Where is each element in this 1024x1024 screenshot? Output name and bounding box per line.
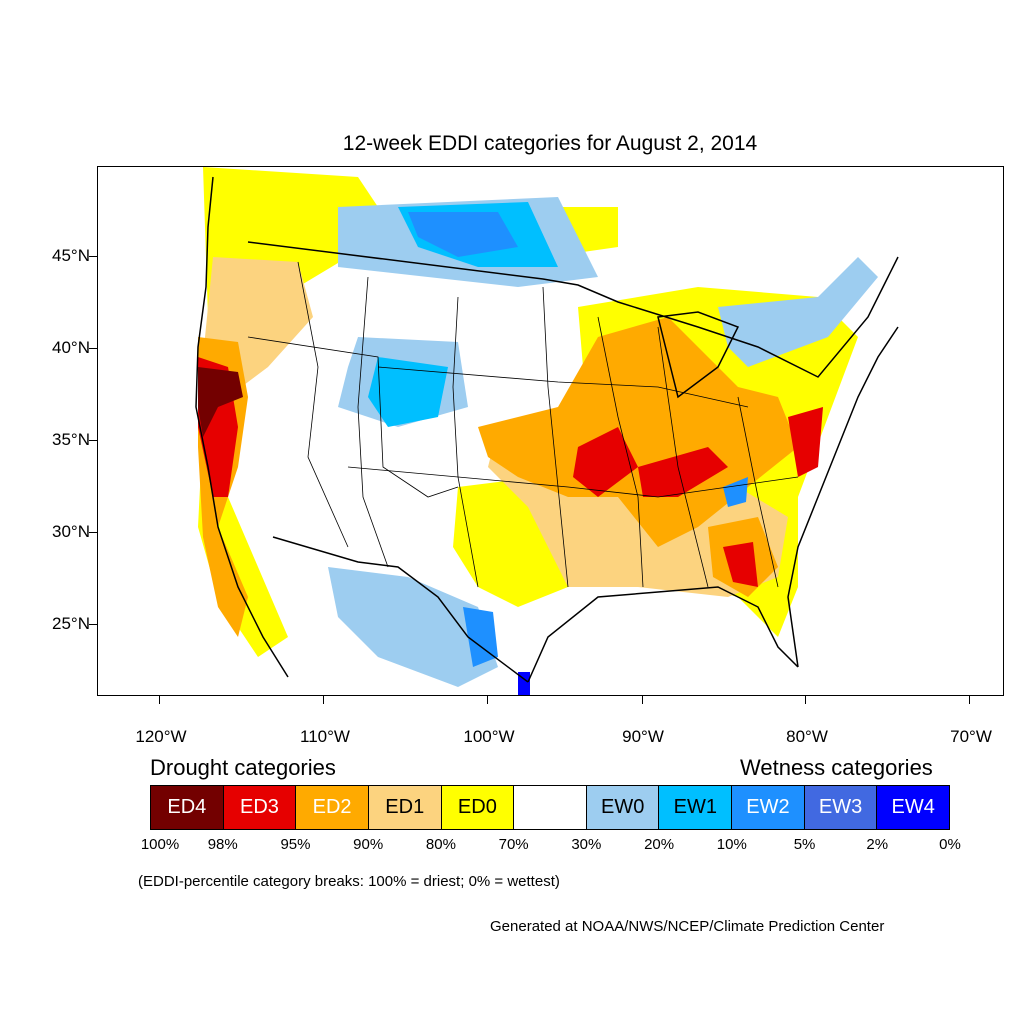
lon-tick-70 [969, 696, 970, 704]
legend-box-neutral [514, 786, 587, 829]
us-mexico-border [272, 536, 529, 683]
us-canada-border [247, 241, 899, 378]
state-line-7 [377, 366, 749, 408]
legend-percentile-6: 30% [571, 836, 602, 853]
boundary-lines [195, 176, 899, 683]
lon-label-120: 120°W [135, 727, 187, 746]
region-ew0-mexico [328, 567, 498, 687]
legend-label-ed4: ED4 [167, 796, 207, 818]
legend-box-ed1: ED1 [368, 786, 442, 829]
legend-box-ew1: EW1 [659, 786, 733, 829]
legend-percentile-5: 70% [498, 836, 529, 853]
legend-label-ew2: EW2 [746, 796, 790, 818]
category-breaks-note: (EDDI-percentile category breaks: 100% =… [138, 873, 560, 890]
legend-percentile-7: 20% [644, 836, 675, 853]
legend-label-ed2: ED2 [312, 796, 352, 818]
lon-tick-110 [323, 696, 324, 704]
lat-tick-25 [89, 624, 97, 625]
legend-label-ew1: EW1 [673, 796, 717, 818]
state-line-5 [542, 286, 569, 588]
lat-label-40: 40°N [52, 338, 90, 357]
wetness-categories-heading: Wetness categories [740, 755, 933, 780]
great-lakes [657, 311, 740, 399]
lon-label-90: 90°W [622, 727, 664, 746]
legend-percentile-2: 95% [280, 836, 311, 853]
state-line-4 [452, 296, 479, 588]
lon-tick-100 [487, 696, 488, 704]
region-ed3-ozark [573, 427, 638, 497]
region-ed3-virginia [788, 407, 823, 477]
map-title: 12-week EDDI categories for August 2, 20… [342, 132, 758, 155]
legend-percentile-4: 80% [425, 836, 456, 853]
lat-tick-45 [89, 256, 97, 257]
legend-box-ew0: EW0 [586, 786, 660, 829]
lon-label-110: 110°W [300, 727, 350, 746]
coastline-gulf-atlantic [527, 326, 899, 683]
legend-percentile-11: 0% [939, 836, 961, 853]
state-lines [247, 261, 799, 588]
state-line-6 [597, 316, 644, 588]
region-ew1-colorado [368, 357, 448, 427]
legend-percentile-8: 10% [716, 836, 747, 853]
legend-box-ed4: ED4 [151, 786, 224, 829]
legend-bar: ED4 ED3 ED2 ED1 ED0 EW0 EW1 EW2 EW3 EW4 [150, 785, 950, 830]
state-line-10 [737, 396, 779, 588]
legend-box-ew3: EW3 [804, 786, 878, 829]
lat-label-25: 25°N [52, 614, 90, 633]
legend-label-ew0: EW0 [600, 796, 645, 818]
legend-box-ew2: EW2 [732, 786, 805, 829]
legend-percentile-0: 100% [140, 836, 180, 853]
region-ed3-kentucky [638, 447, 728, 497]
legend-percentile-9: 5% [793, 836, 816, 853]
legend-percentile-3: 90% [353, 836, 384, 853]
region-ew2-carolina [723, 477, 748, 507]
legend-percentile-1: 98% [207, 836, 238, 853]
state-line-9 [657, 326, 709, 588]
lon-label-100: 100°W [463, 727, 515, 746]
legend-box-ew4: EW4 [877, 786, 950, 829]
region-ew2-north [408, 212, 518, 257]
lat-tick-40 [89, 348, 97, 349]
credit-line: Generated at NOAA/NWS/NCEP/Climate Predi… [490, 918, 885, 935]
legend-percentile-10: 2% [866, 836, 889, 853]
category-regions [198, 167, 878, 695]
legend-label-ed1: ED1 [385, 796, 425, 818]
lat-label-35: 35°N [52, 430, 90, 449]
lat-tick-35 [89, 440, 97, 441]
lat-label-45: 45°N [52, 246, 90, 265]
state-line-2 [297, 261, 349, 548]
lon-label-80: 80°W [786, 727, 828, 746]
state-line-3 [357, 276, 389, 568]
lon-label-70: 70°W [950, 727, 992, 746]
region-ed4-california [198, 367, 243, 437]
region-ew0-greatlakes [718, 257, 878, 367]
drought-categories-heading: Drought categories [150, 755, 336, 780]
lat-label-30: 30°N [52, 522, 90, 541]
legend-label-ew3: EW3 [818, 796, 863, 818]
lat-tick-30 [89, 532, 97, 533]
lon-tick-80 [805, 696, 806, 704]
legend-label-ed3: ED3 [240, 796, 279, 818]
state-line-8 [347, 466, 799, 498]
region-ed3-georgia [723, 542, 758, 587]
legend-label-ed0: ED0 [457, 796, 497, 818]
state-line-1 [247, 336, 459, 498]
legend-box-ed0: ED0 [441, 786, 515, 829]
eddi-map [97, 166, 1004, 696]
coastline-west [195, 176, 289, 678]
eddi-map-graphic [195, 167, 899, 695]
legend-label-ew4: EW4 [891, 796, 935, 818]
lon-tick-90 [642, 696, 643, 704]
lon-tick-120 [159, 696, 160, 704]
legend-box-ed2: ED2 [296, 786, 369, 829]
legend-box-ed3: ED3 [223, 786, 297, 829]
region-ew4-texas-coast [518, 672, 530, 695]
